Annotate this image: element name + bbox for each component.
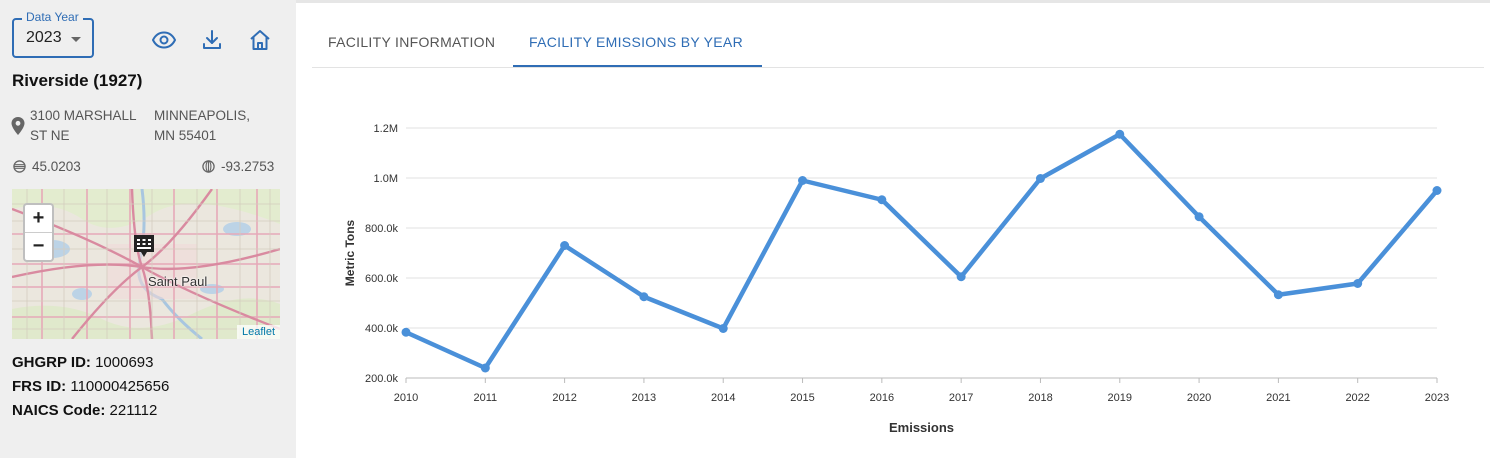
data-point bbox=[1194, 212, 1204, 222]
latitude-row: 45.0203 bbox=[13, 159, 81, 174]
map-zoom-control: + − bbox=[23, 203, 54, 262]
longitude-icon bbox=[202, 160, 215, 173]
frs-id-value: 110000425656 bbox=[70, 378, 170, 395]
facility-marker-icon[interactable] bbox=[132, 233, 156, 259]
frs-id-label: FRS ID: bbox=[12, 378, 67, 395]
y-tick-label: 1.2M bbox=[374, 123, 398, 135]
city-line-1: MINNEAPOLIS, bbox=[154, 108, 251, 123]
x-tick-label: 2018 bbox=[1028, 392, 1052, 404]
x-tick-label: 2019 bbox=[1108, 392, 1132, 404]
data-point bbox=[1353, 279, 1363, 288]
x-tick-label: 2013 bbox=[632, 392, 656, 404]
leaflet-attribution-link[interactable]: Leaflet bbox=[236, 325, 280, 339]
y-axis-title: Metric Tons bbox=[343, 219, 357, 286]
facility-map[interactable]: + − Saint Paul Leaflet bbox=[12, 189, 280, 339]
tab-facility-emissions-by-year[interactable]: FACILITY EMISSIONS BY YEAR bbox=[529, 34, 743, 50]
map-pin-icon bbox=[11, 117, 25, 135]
download-icon[interactable] bbox=[200, 28, 224, 52]
facility-city-address: MINNEAPOLIS, MN 55401 bbox=[154, 106, 274, 146]
data-point bbox=[718, 324, 728, 333]
x-axis-title: Emissions bbox=[889, 420, 954, 435]
city-line-2: MN 55401 bbox=[154, 128, 217, 143]
tab-facility-information[interactable]: FACILITY INFORMATION bbox=[328, 34, 496, 50]
data-point bbox=[639, 292, 649, 302]
y-tick-label: 800.0k bbox=[365, 223, 399, 235]
data-year-value: 2023 bbox=[26, 29, 62, 46]
emissions-line-chart: 200.0k 400.0k 600.0k 800.0k 1.0M 1.2M 2010 2011… bbox=[343, 123, 1449, 435]
ghgrp-id-label: GHGRP ID: bbox=[12, 354, 91, 371]
street-line-1: 3100 MARSHALL bbox=[30, 108, 137, 123]
facility-name: Riverside (1927) bbox=[12, 71, 143, 90]
data-point bbox=[560, 241, 570, 250]
y-tick-label: 600.0k bbox=[365, 273, 399, 285]
data-point bbox=[1115, 129, 1125, 139]
y-tick-label: 1.0M bbox=[374, 173, 398, 185]
x-tick-label: 2017 bbox=[949, 392, 973, 404]
data-point bbox=[480, 363, 490, 373]
x-tick-label: 2011 bbox=[473, 392, 497, 404]
ghgrp-id-row: GHGRP ID: 1000693 bbox=[12, 354, 153, 371]
longitude-value: -93.2753 bbox=[221, 159, 275, 174]
sidebar: 2023 Data Year Riverside (1927) 3100 MAR… bbox=[0, 0, 296, 458]
latitude-value: 45.0203 bbox=[32, 159, 81, 174]
eye-icon[interactable] bbox=[151, 28, 177, 52]
series-line bbox=[403, 132, 1440, 371]
naics-code-label: NAICS Code: bbox=[12, 402, 106, 419]
x-tick-label: 2014 bbox=[711, 392, 735, 404]
zoom-in-button[interactable]: + bbox=[32, 207, 45, 229]
latitude-icon bbox=[13, 160, 26, 173]
zoom-out-button[interactable]: − bbox=[32, 235, 45, 257]
x-tick-label: 2022 bbox=[1345, 392, 1369, 404]
y-tick-label: 200.0k bbox=[365, 373, 399, 385]
longitude-row: -93.2753 bbox=[202, 159, 274, 174]
x-tick-label: 2021 bbox=[1266, 392, 1290, 404]
data-point bbox=[401, 327, 411, 337]
home-icon[interactable] bbox=[248, 28, 272, 52]
main-panel: FACILITY INFORMATION FACILITY EMISSIONS … bbox=[296, 0, 1490, 458]
data-point bbox=[798, 176, 808, 185]
zoom-divider bbox=[25, 232, 52, 233]
x-tick-label: 2020 bbox=[1187, 392, 1211, 404]
facility-street-address: 3100 MARSHALL ST NE bbox=[30, 106, 150, 146]
x-tick-label: 2012 bbox=[552, 392, 576, 404]
map-city-label: Saint Paul bbox=[148, 274, 208, 289]
data-year-select[interactable]: 2023 bbox=[12, 18, 94, 58]
top-divider bbox=[296, 0, 1490, 3]
data-point bbox=[1035, 174, 1045, 183]
naics-code-value: 221112 bbox=[109, 402, 158, 419]
tab-bar: FACILITY INFORMATION FACILITY EMISSIONS … bbox=[312, 18, 1484, 68]
chevron-down-icon bbox=[71, 37, 81, 42]
data-point bbox=[877, 195, 887, 205]
x-tick-label: 2015 bbox=[790, 392, 814, 404]
data-year-label: Data Year bbox=[22, 10, 83, 24]
x-tick-label: 2010 bbox=[394, 392, 418, 404]
x-tick-label: 2016 bbox=[870, 392, 894, 404]
active-tab-indicator bbox=[513, 65, 762, 67]
frs-id-row: FRS ID: 110000425656 bbox=[12, 378, 169, 395]
data-point bbox=[1432, 186, 1442, 195]
street-line-2: ST NE bbox=[30, 128, 70, 143]
y-tick-label: 400.0k bbox=[365, 323, 399, 335]
data-point bbox=[956, 272, 966, 282]
naics-code-row: NAICS Code: 221112 bbox=[12, 402, 157, 419]
map-tiles bbox=[12, 189, 280, 339]
x-tick-label: 2023 bbox=[1425, 392, 1449, 404]
data-point bbox=[1273, 290, 1283, 300]
ghgrp-id-value: 1000693 bbox=[95, 354, 154, 371]
